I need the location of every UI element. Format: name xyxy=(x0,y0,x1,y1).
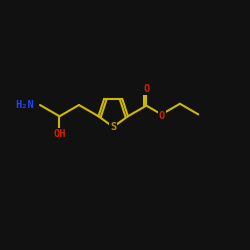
Text: O: O xyxy=(143,84,150,94)
Text: H₂N: H₂N xyxy=(16,100,34,110)
Text: O: O xyxy=(159,111,165,121)
Text: OH: OH xyxy=(53,129,66,139)
Text: S: S xyxy=(110,122,116,132)
